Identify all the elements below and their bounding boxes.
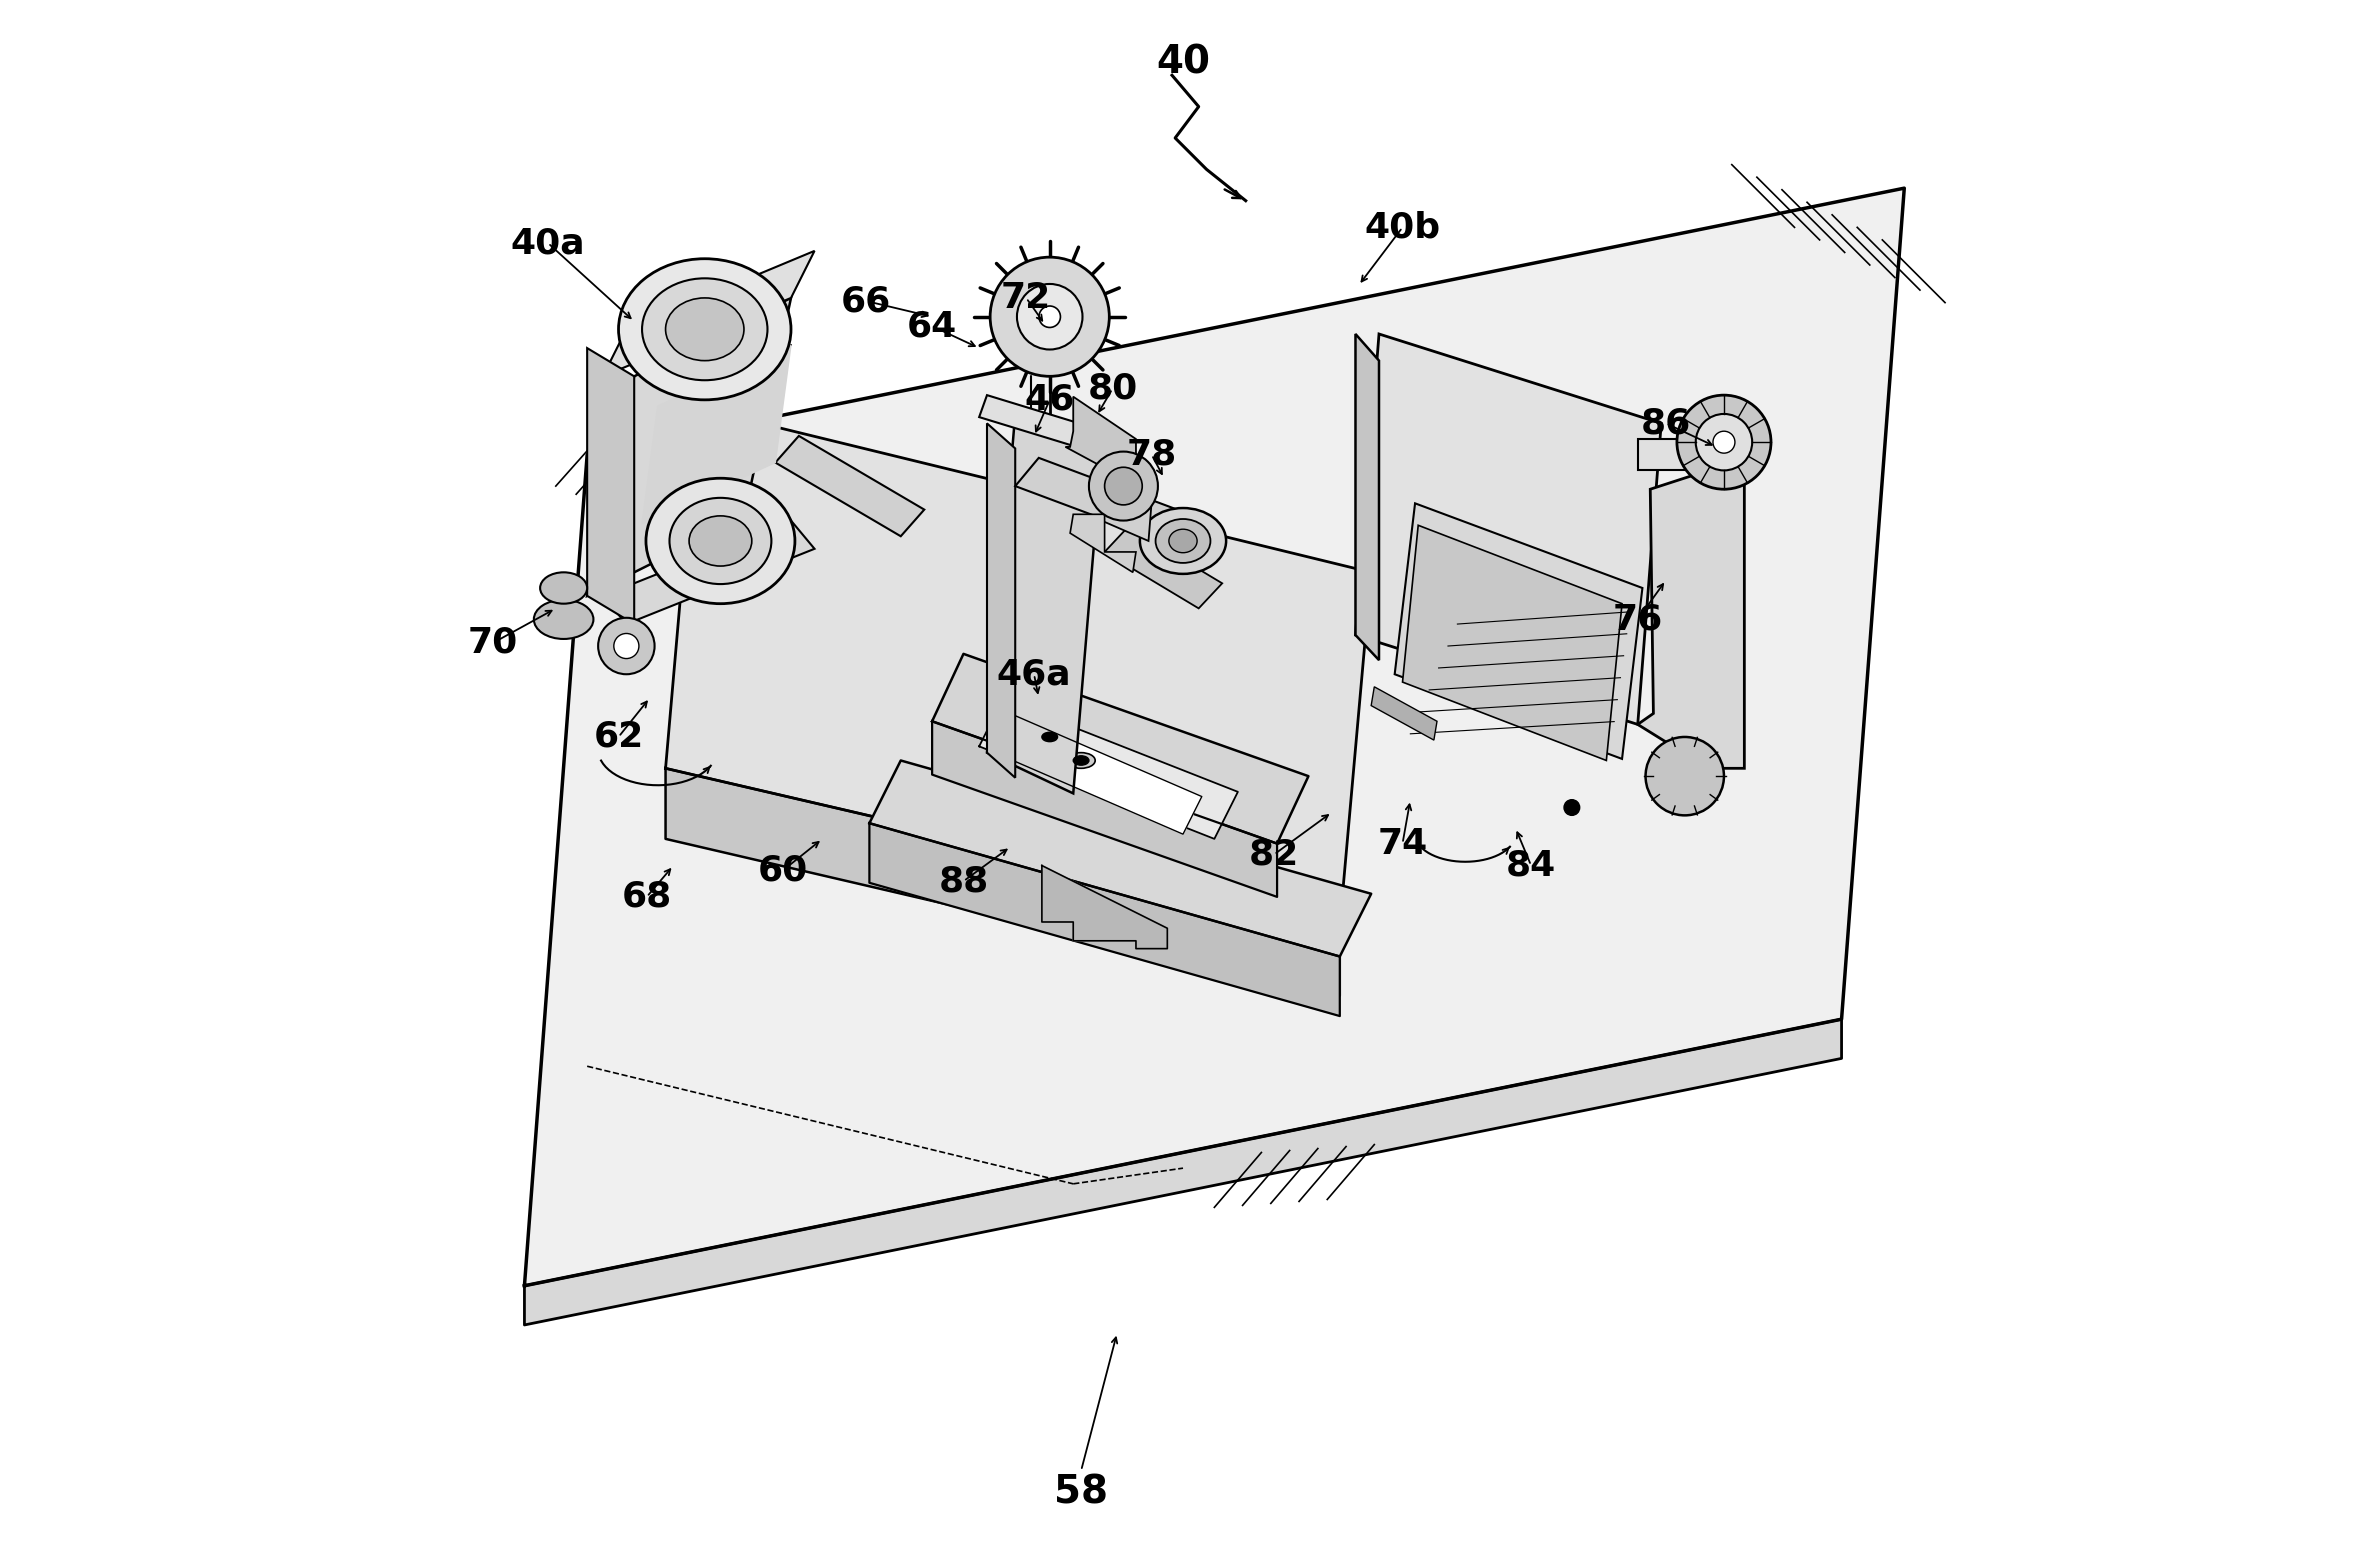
- Text: 78: 78: [1126, 437, 1176, 472]
- Text: 88: 88: [939, 864, 989, 898]
- Ellipse shape: [1067, 753, 1095, 768]
- Polygon shape: [868, 823, 1339, 1016]
- Circle shape: [1713, 431, 1734, 453]
- Ellipse shape: [1074, 756, 1088, 765]
- Polygon shape: [1103, 481, 1152, 541]
- Polygon shape: [1356, 334, 1661, 724]
- Circle shape: [1564, 800, 1580, 815]
- Polygon shape: [1065, 397, 1148, 489]
- Polygon shape: [1637, 470, 1744, 768]
- Polygon shape: [980, 699, 1237, 839]
- Text: 76: 76: [1614, 602, 1663, 637]
- Polygon shape: [587, 348, 634, 624]
- Polygon shape: [932, 721, 1278, 897]
- Ellipse shape: [1041, 732, 1058, 742]
- Circle shape: [599, 618, 655, 674]
- Text: 46a: 46a: [996, 657, 1072, 691]
- Text: 64: 64: [906, 309, 958, 343]
- Ellipse shape: [535, 601, 594, 640]
- Circle shape: [1039, 306, 1060, 328]
- Polygon shape: [603, 251, 814, 376]
- Ellipse shape: [670, 499, 771, 585]
- Ellipse shape: [539, 572, 587, 604]
- Ellipse shape: [1155, 519, 1211, 563]
- Text: 84: 84: [1507, 848, 1557, 883]
- Text: 74: 74: [1377, 826, 1427, 861]
- Circle shape: [1105, 467, 1143, 505]
- Ellipse shape: [641, 279, 767, 381]
- Ellipse shape: [665, 298, 743, 361]
- Circle shape: [1696, 414, 1753, 470]
- Ellipse shape: [1169, 528, 1197, 554]
- Text: 46: 46: [1024, 383, 1074, 417]
- Text: 40a: 40a: [511, 226, 584, 260]
- Circle shape: [613, 633, 639, 659]
- Text: 86: 86: [1640, 406, 1692, 441]
- Polygon shape: [868, 760, 1372, 956]
- Polygon shape: [1372, 687, 1436, 740]
- Polygon shape: [1394, 503, 1642, 759]
- Text: 82: 82: [1249, 837, 1299, 872]
- Circle shape: [989, 257, 1110, 376]
- Text: 66: 66: [842, 284, 892, 318]
- Polygon shape: [994, 715, 1202, 834]
- Text: 80: 80: [1088, 372, 1138, 406]
- Polygon shape: [776, 436, 925, 536]
- Circle shape: [1088, 452, 1157, 521]
- Ellipse shape: [646, 478, 795, 604]
- Text: 62: 62: [594, 720, 644, 754]
- Ellipse shape: [1036, 729, 1065, 745]
- Text: 70: 70: [468, 626, 518, 660]
- Polygon shape: [525, 1019, 1841, 1325]
- Polygon shape: [1069, 514, 1136, 572]
- Polygon shape: [932, 654, 1308, 844]
- Polygon shape: [987, 414, 1103, 793]
- Polygon shape: [641, 345, 790, 524]
- Circle shape: [1017, 284, 1084, 350]
- Ellipse shape: [689, 516, 752, 566]
- Text: 58: 58: [1055, 1474, 1107, 1512]
- Ellipse shape: [618, 259, 790, 400]
- Polygon shape: [1041, 866, 1166, 949]
- Text: 60: 60: [757, 853, 809, 887]
- Text: 40: 40: [1157, 44, 1209, 82]
- Polygon shape: [665, 408, 1372, 925]
- Polygon shape: [665, 768, 1339, 996]
- Polygon shape: [987, 423, 1015, 778]
- Polygon shape: [525, 188, 1905, 1286]
- Polygon shape: [1015, 458, 1207, 549]
- Polygon shape: [603, 521, 814, 624]
- Ellipse shape: [1022, 698, 1055, 720]
- Text: 40b: 40b: [1365, 210, 1441, 245]
- Polygon shape: [1637, 439, 1744, 470]
- Polygon shape: [980, 395, 1119, 458]
- Circle shape: [1647, 737, 1725, 815]
- Polygon shape: [587, 298, 790, 596]
- Circle shape: [1677, 395, 1772, 489]
- Text: 68: 68: [622, 880, 672, 914]
- Polygon shape: [1105, 527, 1223, 608]
- Text: 72: 72: [1001, 281, 1051, 315]
- Polygon shape: [1356, 334, 1379, 660]
- Ellipse shape: [1140, 508, 1226, 574]
- Polygon shape: [1403, 525, 1623, 760]
